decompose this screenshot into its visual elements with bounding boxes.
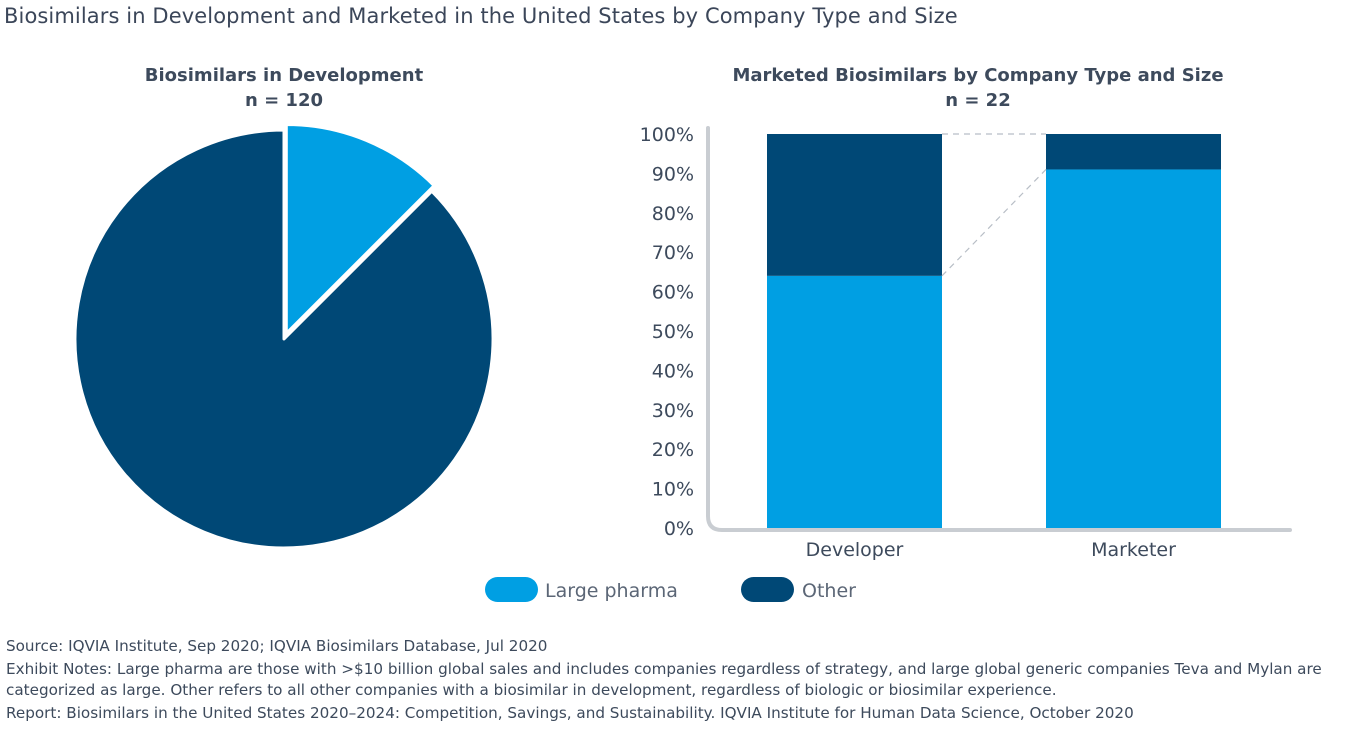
pie-slice-other xyxy=(73,128,495,550)
x-category-label: Marketer xyxy=(1091,539,1176,561)
bar-marketer-large-pharma xyxy=(1046,169,1221,528)
bar-chart-title: Marketed Biosimilars by Company Type and… xyxy=(732,65,1223,86)
y-tick-label: 80% xyxy=(652,203,694,225)
legend-label-other: Other xyxy=(802,580,856,602)
pie-chart: Biosimilars in Development n = 120 xyxy=(73,65,495,550)
y-tick-label: 0% xyxy=(664,518,694,540)
pie-slice-large-pharma xyxy=(284,122,436,335)
y-tick-label: 60% xyxy=(652,282,694,304)
pie-subtitle: n = 120 xyxy=(245,90,323,111)
y-tick-label: 70% xyxy=(652,242,694,264)
x-category-label: Developer xyxy=(806,539,904,561)
y-tick-label: 10% xyxy=(652,479,694,501)
legend-swatch-large-pharma xyxy=(485,577,538,602)
legend-swatch-other xyxy=(741,577,794,602)
bar-developer-other xyxy=(767,134,942,276)
bar-marketer-other xyxy=(1046,134,1221,170)
connector-line-split xyxy=(941,169,1047,277)
legend-label-large-pharma: Large pharma xyxy=(545,580,678,602)
y-tick-label: 90% xyxy=(652,163,694,185)
chart-canvas: Biosimilars in Development n = 120 Marke… xyxy=(73,65,1292,602)
y-tick-label: 100% xyxy=(640,124,694,146)
y-tick-label: 30% xyxy=(652,400,694,422)
chart-axis xyxy=(706,126,1292,532)
report-note: Report: Biosimilars in the United States… xyxy=(6,704,1134,722)
page-title: Biosimilars in Development and Marketed … xyxy=(4,4,958,28)
source-note: Source: IQVIA Institute, Sep 2020; IQVIA… xyxy=(6,637,548,655)
exhibit-note: Exhibit Notes: Large pharma are those wi… xyxy=(6,660,1322,699)
stacked-bar-chart: Marketed Biosimilars by Company Type and… xyxy=(640,65,1292,561)
notes: Source: IQVIA Institute, Sep 2020; IQVIA… xyxy=(6,636,1326,726)
bar-chart-subtitle: n = 22 xyxy=(945,90,1010,111)
y-tick-label: 20% xyxy=(652,439,694,461)
pie-title: Biosimilars in Development xyxy=(145,65,424,86)
legend: Large pharma Other xyxy=(485,577,856,602)
y-tick-label: 40% xyxy=(652,360,694,382)
bar-developer-large-pharma xyxy=(767,275,942,528)
y-tick-label: 50% xyxy=(652,321,694,343)
